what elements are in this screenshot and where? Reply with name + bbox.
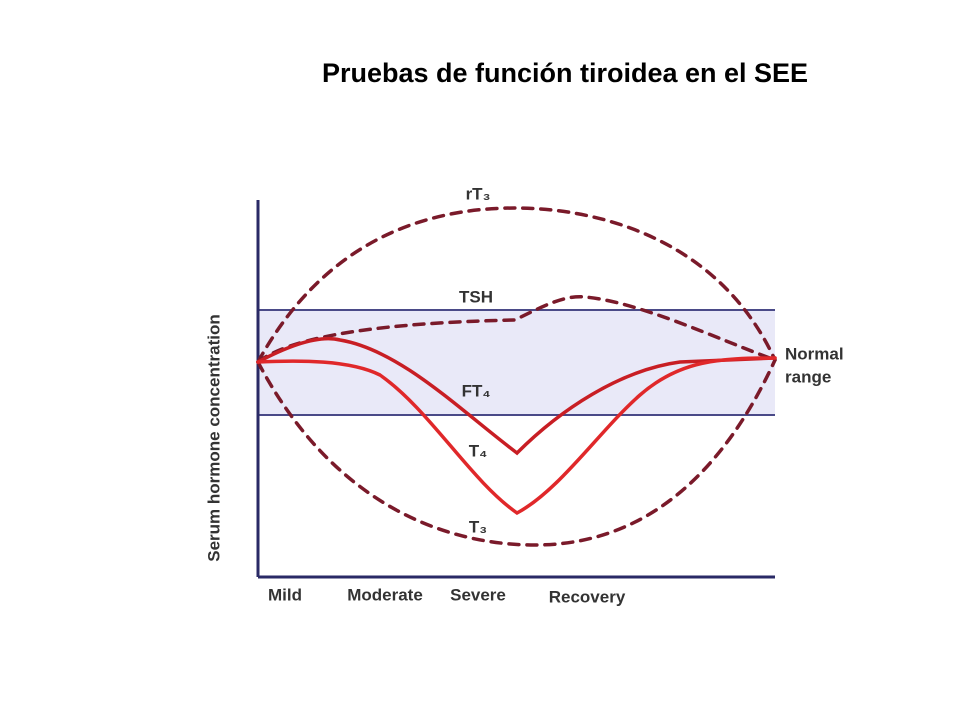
x-label: Mild [268,585,302,604]
normal-range-label: range [785,367,831,386]
t4-curve [256,356,777,516]
t3-label: T₃ [469,517,487,536]
tsh-curve [256,295,777,364]
ft4-label: FT₄ [462,381,491,400]
t3-curve [256,358,777,547]
rt3-label: rT₃ [466,184,491,203]
ft4-curve [256,336,777,456]
rt3-curve [256,206,777,364]
x-label: Recovery [549,587,626,606]
tsh-label: TSH [459,287,493,306]
t4-label: T₄ [469,441,488,460]
normal-range-label: Normal [785,344,844,363]
y-axis-label: Serum hormone concentration [204,314,223,561]
x-label: Severe [450,585,506,604]
title: Pruebas de función tiroidea en el SEE [322,58,808,88]
x-label: Moderate [347,585,423,604]
